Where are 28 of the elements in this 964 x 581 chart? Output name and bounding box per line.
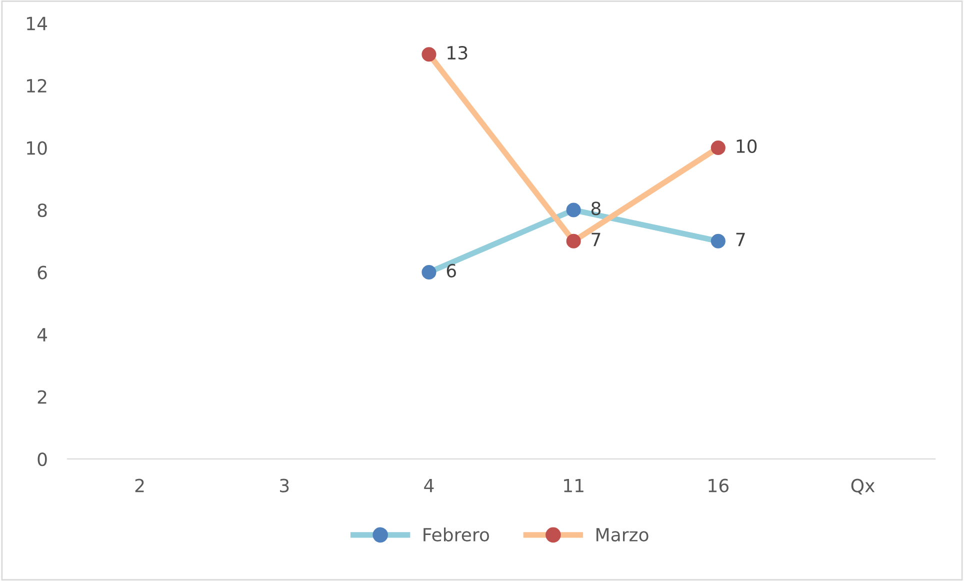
y-tick-label: 14	[27, 16, 48, 30]
point	[422, 47, 436, 62]
point	[710, 234, 726, 248]
x-tick-label: 4	[424, 478, 434, 492]
y-tick-label: 10	[27, 141, 47, 155]
data-label: 7	[592, 232, 600, 246]
data-label: 6	[446, 264, 456, 278]
y-tick-label: 2	[38, 390, 46, 404]
x-tick-label: 3	[280, 478, 289, 492]
point	[710, 140, 726, 156]
point	[566, 202, 581, 218]
point	[566, 234, 581, 248]
y-tick-label: 4	[37, 328, 48, 342]
x-tick-label: 11	[564, 478, 584, 492]
data-label: 10	[736, 139, 757, 153]
y-tick-label: 12	[27, 78, 46, 92]
data-label: 7	[736, 232, 745, 246]
point	[422, 264, 436, 280]
x-tick-label: 16	[708, 478, 729, 492]
y-tick-label: 8	[38, 203, 47, 218]
x-tick-label: 2	[135, 478, 144, 492]
legend-label: Marzo	[596, 528, 648, 542]
data-label: 8	[591, 202, 600, 216]
y-tick-label: 6	[38, 266, 47, 280]
data-label: 13	[448, 46, 468, 60]
legend-label: Febrero	[424, 528, 490, 542]
x-tick-label: Qx	[851, 478, 875, 494]
y-tick-label: 0	[38, 452, 47, 466]
